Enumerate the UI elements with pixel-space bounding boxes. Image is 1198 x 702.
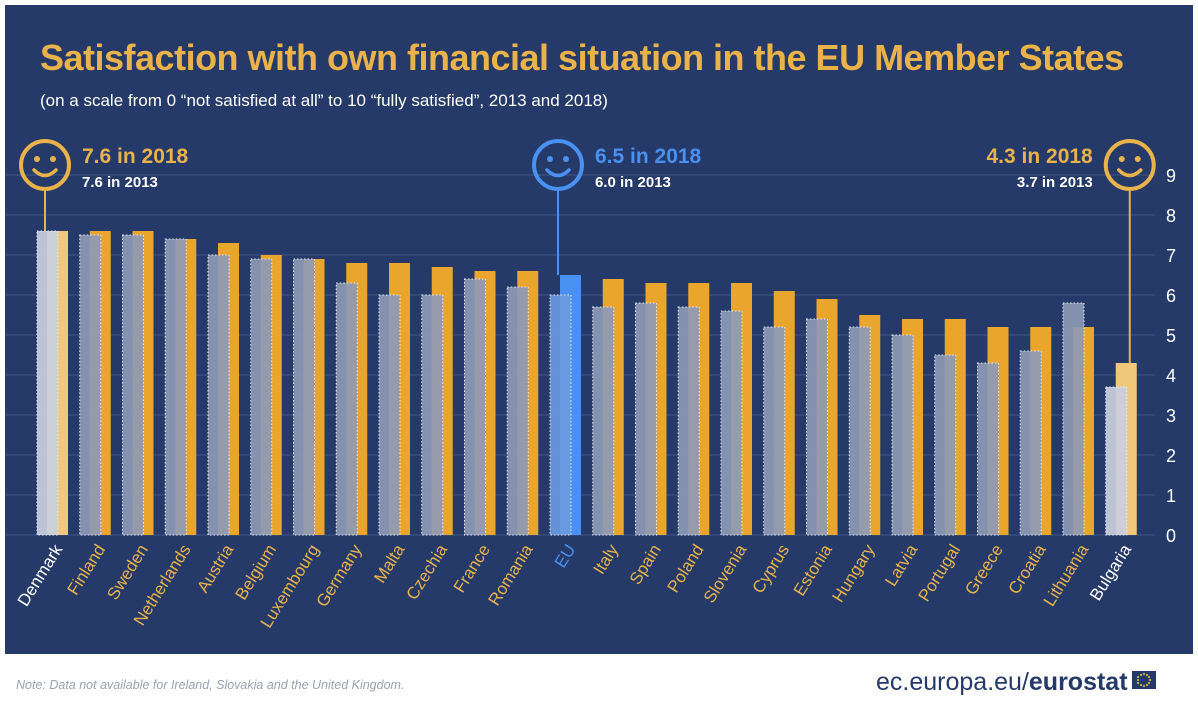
bar-2013 xyxy=(763,326,786,536)
footer-url[interactable]: ec.europa.eu/ xyxy=(876,668,1029,696)
y-tick-label: 8 xyxy=(1166,206,1176,226)
category-label: EU xyxy=(551,541,580,571)
bar-2013 xyxy=(720,310,743,536)
category-label: Spain xyxy=(626,541,665,588)
bar-2013 xyxy=(1019,350,1042,536)
category-label: Slovenia xyxy=(700,541,751,607)
infographic-panel: Satisfaction with own financial situatio… xyxy=(5,5,1193,654)
eurostat-logo[interactable]: ec.europa.eu/eurostat xyxy=(876,668,1156,700)
callout-value-2013: 7.6 in 2013 xyxy=(82,174,158,191)
smiley-face-icon xyxy=(1103,139,1156,191)
category-label: Estonia xyxy=(790,541,836,600)
bar-2013 xyxy=(250,258,273,536)
y-tick-label: 4 xyxy=(1166,366,1176,386)
callout-value-2018: 7.6 in 2018 xyxy=(82,145,189,168)
category-label: Austria xyxy=(193,541,237,596)
bar-2013 xyxy=(977,362,999,536)
bar-chart: 0123456789DenmarkFinlandSwedenNetherland… xyxy=(5,139,1176,631)
category-label: Italy xyxy=(590,541,623,578)
chart-subtitle: (on a scale from 0 “not satisfied at all… xyxy=(40,91,608,110)
callout-value-2018: 6.5 in 2018 xyxy=(595,145,702,168)
y-tick-label: 3 xyxy=(1166,406,1176,426)
category-label: France xyxy=(450,541,494,596)
y-tick-label: 6 xyxy=(1166,286,1176,306)
smiley-face-icon xyxy=(19,139,71,191)
eu-flag-icon xyxy=(1131,671,1156,689)
category-label: Czechia xyxy=(402,541,451,604)
category-label: Malta xyxy=(370,541,408,587)
bar-2013 xyxy=(891,334,914,536)
bar-2013 xyxy=(635,302,657,536)
y-tick-label: 5 xyxy=(1166,326,1176,346)
bar-2013 xyxy=(207,254,230,536)
callout-value-2013: 6.0 in 2013 xyxy=(595,174,671,191)
callout-value-2013: 3.7 in 2013 xyxy=(1017,174,1093,191)
bar-2013 xyxy=(79,234,102,536)
bar-2013 xyxy=(506,286,529,536)
y-tick-label: 7 xyxy=(1166,246,1176,266)
bar-2013 xyxy=(36,230,59,536)
category-label: Bulgaria xyxy=(1086,541,1135,604)
category-label: Cyprus xyxy=(748,541,793,597)
category-label: Latvia xyxy=(881,541,921,590)
category-label: Finland xyxy=(63,541,109,598)
y-tick-label: 2 xyxy=(1166,446,1176,466)
bar-2013 xyxy=(164,238,187,536)
bar-2013 xyxy=(335,282,358,536)
bar-2013 xyxy=(549,294,572,536)
category-label: Croatia xyxy=(1004,541,1049,598)
bar-2013 xyxy=(464,278,486,536)
category-label: Portugal xyxy=(914,541,964,605)
bar-2013 xyxy=(421,294,444,536)
footnote: Note: Data not available for Ireland, Sl… xyxy=(16,678,405,692)
y-tick-label: 0 xyxy=(1166,526,1176,546)
bar-2013 xyxy=(934,354,957,536)
bar-2013 xyxy=(1062,302,1085,536)
chart-title: Satisfaction with own financial situatio… xyxy=(40,37,1124,78)
bar-2013 xyxy=(677,306,700,536)
bar-2013 xyxy=(293,258,315,536)
y-tick-label: 1 xyxy=(1166,486,1176,506)
bar-2013 xyxy=(122,234,144,536)
category-label: Greece xyxy=(961,541,1007,598)
category-label: Denmark xyxy=(14,541,67,610)
callout-value-2018: 4.3 in 2018 xyxy=(987,145,1094,168)
bar-2013 xyxy=(806,318,828,536)
footer-brand[interactable]: eurostat xyxy=(1028,668,1128,696)
bar-2013 xyxy=(592,306,615,536)
smiley-face-icon xyxy=(532,139,584,191)
category-label: Hungary xyxy=(828,541,878,606)
bar-2013 xyxy=(848,326,871,536)
bar-2013 xyxy=(378,294,401,536)
y-tick-label: 9 xyxy=(1166,166,1176,186)
bar-2013 xyxy=(1105,386,1128,536)
category-label: Poland xyxy=(663,541,707,596)
